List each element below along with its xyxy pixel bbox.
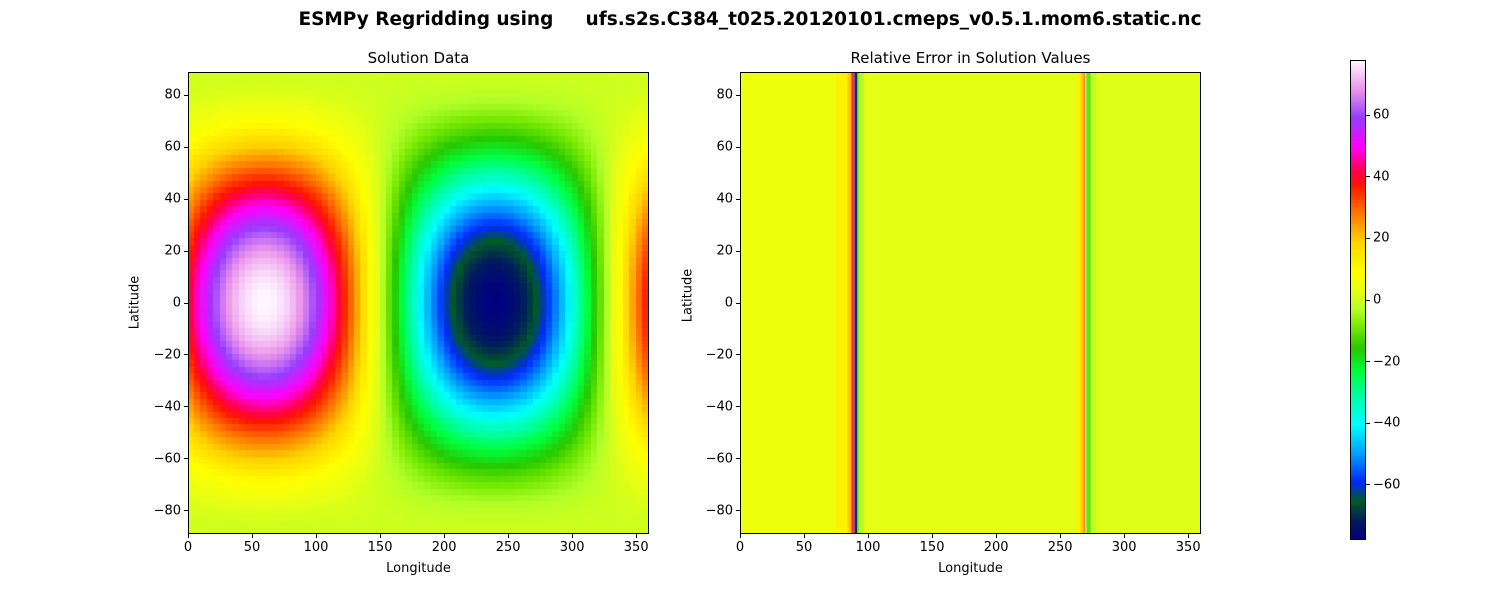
y-tick-label: 60 — [164, 139, 181, 155]
colorbar-tick-label: −40 — [1373, 415, 1401, 431]
y-tickmark — [736, 94, 740, 96]
y-tick-label: 80 — [716, 87, 733, 103]
x-tickmark — [931, 534, 933, 538]
right-x-axis-label: Longitude — [938, 561, 1003, 576]
colorbar-tick-label: 0 — [1373, 292, 1382, 308]
colorbar-tickmark — [1366, 484, 1370, 486]
y-tickmark — [736, 146, 740, 148]
y-tickmark — [184, 146, 188, 148]
x-tick-label: 350 — [623, 540, 649, 555]
y-tickmark — [736, 510, 740, 512]
y-tick-label: −20 — [705, 347, 733, 363]
y-tick-label: −60 — [153, 451, 181, 467]
x-tickmark — [507, 534, 509, 538]
y-tickmark — [736, 406, 740, 408]
y-tickmark — [736, 458, 740, 460]
colorbar-tick-label: −20 — [1373, 354, 1401, 370]
y-tick-label: 40 — [716, 191, 733, 207]
y-tick-label: −80 — [153, 503, 181, 519]
y-tickmark — [184, 198, 188, 200]
figure-title-filename: ufs.s2s.C384_t025.20120101.cmeps_v0.5.1.… — [585, 9, 1202, 30]
x-tick-label: 200 — [431, 540, 457, 555]
colorbar-tick-label: 60 — [1373, 107, 1390, 123]
right-heatmap — [740, 72, 1201, 534]
x-tickmark — [1059, 534, 1061, 538]
y-tickmark — [736, 198, 740, 200]
right-panel-title: Relative Error in Solution Values — [850, 49, 1091, 67]
left-y-axis-label: Latitude — [127, 275, 143, 330]
colorbar-tickmark — [1366, 422, 1370, 424]
x-tick-label: 200 — [983, 540, 1009, 555]
x-tick-label: 0 — [735, 540, 745, 555]
colorbar-tickmark — [1366, 176, 1370, 178]
left-x-axis-label: Longitude — [386, 561, 451, 576]
y-tickmark — [184, 94, 188, 96]
x-tick-label: 350 — [1175, 540, 1201, 555]
right-heatmap-canvas — [740, 72, 1201, 534]
y-tick-label: 0 — [724, 295, 733, 311]
x-tickmark — [1187, 534, 1189, 538]
x-tick-label: 300 — [1111, 540, 1137, 555]
x-tickmark — [443, 534, 445, 538]
x-tickmark — [995, 534, 997, 538]
x-tick-label: 300 — [559, 540, 585, 555]
colorbar-tick-label: 20 — [1373, 230, 1390, 246]
x-tickmark — [251, 534, 253, 538]
figure-title-prefix: ESMPy Regridding using — [298, 9, 554, 30]
x-tick-label: 0 — [183, 540, 193, 555]
y-tick-label: −40 — [705, 399, 733, 415]
left-panel-title: Solution Data — [367, 49, 470, 67]
colorbar-tick-label: −60 — [1373, 477, 1401, 493]
y-tick-label: 0 — [172, 295, 181, 311]
colorbar-tick-label: 40 — [1373, 169, 1390, 185]
y-tickmark — [184, 250, 188, 252]
y-tick-label: 60 — [716, 139, 733, 155]
y-tick-label: 40 — [164, 191, 181, 207]
y-tick-label: 80 — [164, 87, 181, 103]
x-tick-label: 250 — [1047, 540, 1073, 555]
y-tickmark — [736, 354, 740, 356]
y-tickmark — [184, 510, 188, 512]
figure-title: ESMPy Regridding using ufs.s2s.C384_t025… — [0, 9, 1500, 30]
y-tickmark — [736, 302, 740, 304]
y-tick-label: 20 — [716, 243, 733, 259]
x-tickmark — [739, 534, 741, 538]
x-tickmark — [187, 534, 189, 538]
left-heatmap — [188, 72, 649, 534]
colorbar — [1350, 60, 1366, 540]
colorbar-tickmark — [1366, 299, 1370, 301]
x-tick-label: 100 — [303, 540, 329, 555]
x-tick-label: 50 — [795, 540, 813, 555]
x-tick-label: 100 — [855, 540, 881, 555]
x-tickmark — [315, 534, 317, 538]
y-tick-label: −60 — [705, 451, 733, 467]
x-tick-label: 150 — [367, 540, 393, 555]
x-tickmark — [635, 534, 637, 538]
x-tickmark — [1123, 534, 1125, 538]
y-tick-label: −80 — [705, 503, 733, 519]
x-tickmark — [379, 534, 381, 538]
colorbar-tickmark — [1366, 114, 1370, 116]
right-y-axis-label: Latitude — [680, 268, 696, 323]
y-tickmark — [184, 458, 188, 460]
y-tickmark — [184, 354, 188, 356]
x-tickmark — [803, 534, 805, 538]
colorbar-canvas — [1350, 60, 1366, 540]
y-tick-label: 20 — [164, 243, 181, 259]
x-tick-label: 150 — [919, 540, 945, 555]
x-tickmark — [571, 534, 573, 538]
y-tickmark — [184, 302, 188, 304]
x-tick-label: 50 — [243, 540, 261, 555]
colorbar-tickmark — [1366, 237, 1370, 239]
left-heatmap-canvas — [188, 72, 649, 534]
y-tickmark — [184, 406, 188, 408]
y-tick-label: −20 — [153, 347, 181, 363]
y-tickmark — [736, 250, 740, 252]
x-tickmark — [867, 534, 869, 538]
colorbar-tickmark — [1366, 361, 1370, 363]
x-tick-label: 250 — [495, 540, 521, 555]
y-tick-label: −40 — [153, 399, 181, 415]
